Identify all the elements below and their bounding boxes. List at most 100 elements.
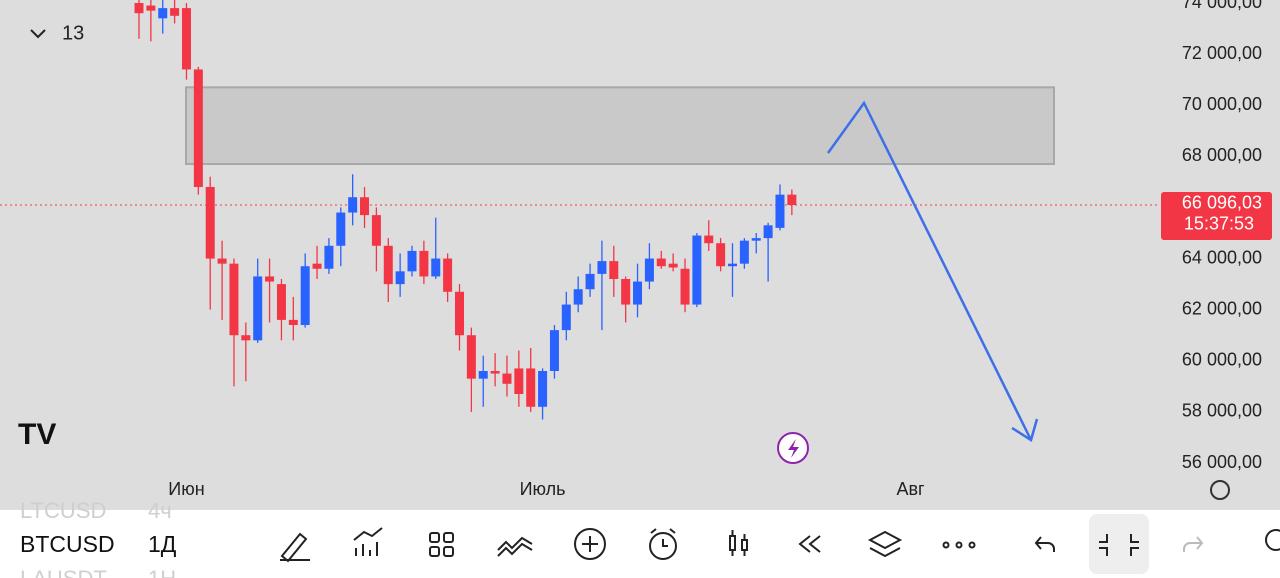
candle-body (668, 263, 678, 268)
candle-body (431, 258, 441, 277)
last-price-label: 66 096,03 (1182, 193, 1262, 213)
y-tick-label: 70 000,00 (1182, 94, 1262, 114)
candle-body (680, 268, 690, 305)
candle-body (656, 258, 666, 267)
logo: TV (18, 418, 56, 451)
candle-body (146, 5, 156, 11)
idea-icon[interactable] (1265, 529, 1280, 551)
candle-body (573, 289, 583, 305)
compare-icon[interactable] (497, 536, 533, 557)
candle-body (170, 8, 180, 16)
candle-body (597, 261, 607, 274)
candle-body (478, 371, 488, 379)
symbol[interactable]: BTCUSD (20, 531, 115, 557)
candle-body (205, 187, 215, 259)
fullscreen-icon (1099, 534, 1139, 556)
candle-body (241, 335, 251, 341)
candle-body (514, 368, 524, 394)
y-tick-label: 58 000,00 (1182, 401, 1262, 421)
candle-body (395, 271, 405, 285)
layout-icon (443, 532, 454, 543)
candle-body (549, 330, 559, 371)
layout-icon[interactable] (429, 532, 440, 543)
candle-body (265, 276, 275, 282)
replay-icon[interactable] (798, 535, 821, 553)
more-icon[interactable] (942, 541, 950, 549)
y-tick-label: 56 000,00 (1182, 452, 1262, 472)
chart-background (0, 0, 1280, 510)
candle-body (633, 281, 643, 305)
x-tick-label: Авг (896, 479, 925, 499)
candle-body (407, 250, 417, 272)
candle-body (348, 197, 358, 213)
last-price-box (1161, 191, 1272, 240)
indicators-icon[interactable] (353, 527, 383, 556)
y-tick-label: 72 000,00 (1182, 43, 1262, 63)
draw-icon[interactable] (280, 532, 310, 563)
candle-body (383, 245, 393, 285)
candle-body (419, 250, 429, 277)
arrow-head (1011, 418, 1039, 442)
candle-body (158, 8, 168, 19)
y-tick-label: 60 000,00 (1182, 350, 1262, 370)
watch-interval: 4ч (148, 498, 172, 523)
candle-body (739, 240, 749, 264)
alert-icon[interactable] (649, 532, 677, 560)
watch-symbol[interactable]: LAUSDT (20, 566, 107, 578)
candle-body (217, 258, 227, 264)
candle-body (371, 215, 381, 246)
candle-body (704, 235, 714, 244)
candle-body (300, 266, 310, 325)
y-tick-label: 74 000,00 (1182, 0, 1262, 12)
y-tick-label: 68 000,00 (1182, 145, 1262, 165)
candle-body (502, 373, 512, 384)
candle-body (336, 212, 346, 246)
fullscreen-button[interactable] (1089, 514, 1149, 574)
candle-body (763, 225, 773, 239)
redo-icon[interactable] (1183, 536, 1204, 552)
candle-body (526, 368, 536, 407)
undo-icon[interactable] (1034, 536, 1055, 552)
candle-body (229, 263, 239, 336)
candle-body (288, 319, 298, 325)
watch-interval: 1Н (148, 566, 176, 578)
candle-body (716, 243, 726, 267)
candle-body (751, 238, 761, 241)
candle-body (561, 304, 571, 331)
indicator-count: 13 (62, 22, 84, 44)
candle-body (585, 273, 595, 290)
add-icon[interactable] (574, 528, 606, 560)
candle-body (609, 261, 619, 279)
toolbar-icons (280, 527, 1055, 563)
candle-body (775, 194, 785, 228)
y-tick-label: 62 000,00 (1182, 298, 1262, 318)
candle-body (787, 194, 797, 205)
candle-body (644, 258, 654, 282)
drawing-arrow[interactable] (826, 100, 1033, 441)
watch-symbol[interactable]: LTCUSD (20, 498, 106, 523)
candle-body (253, 276, 263, 341)
candle-body (193, 69, 203, 187)
candle-body (490, 371, 500, 374)
y-tick-label: 64 000,00 (1182, 247, 1262, 267)
candle-body (728, 263, 737, 267)
toolbar (0, 510, 1280, 578)
candle-body (538, 371, 548, 407)
candle-body (454, 291, 464, 336)
countdown: 15:37:53 (1184, 214, 1254, 234)
collapse-icon[interactable] (30, 29, 46, 39)
zone-rectangle (185, 86, 1055, 165)
layers-icon[interactable] (867, 530, 903, 558)
x-tick-label: Июль (520, 479, 566, 499)
candle-body (443, 258, 453, 292)
candle-body (360, 197, 370, 216)
candle-body (466, 335, 476, 379)
interval[interactable]: 1Д (148, 531, 177, 557)
candle-body (276, 284, 286, 320)
plot: 56 000,00 58 000,00 60 000,00 62 000,00 64 0… (0, 0, 1272, 499)
candle-body (181, 8, 191, 70)
settings-icon[interactable] (1210, 480, 1230, 500)
candle-body (621, 279, 631, 305)
